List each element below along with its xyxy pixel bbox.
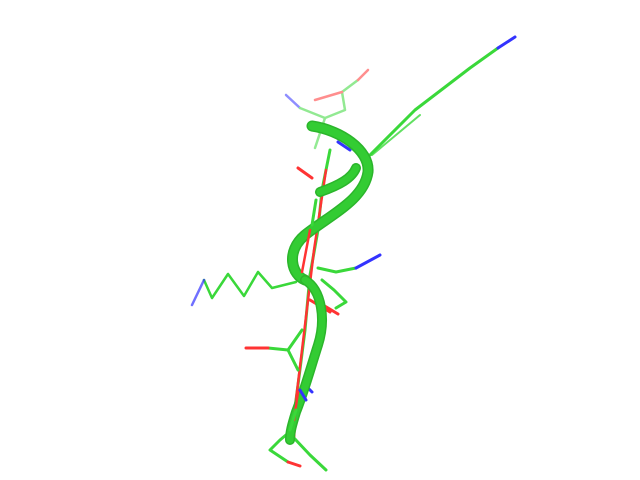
side-chain-top-faint [284,68,370,150]
side-chain-upper-right [363,35,517,162]
front-sticks [288,198,318,432]
side-chain-left [190,270,298,307]
side-chain-bottom [268,428,328,472]
side-chain-middle [244,328,304,372]
